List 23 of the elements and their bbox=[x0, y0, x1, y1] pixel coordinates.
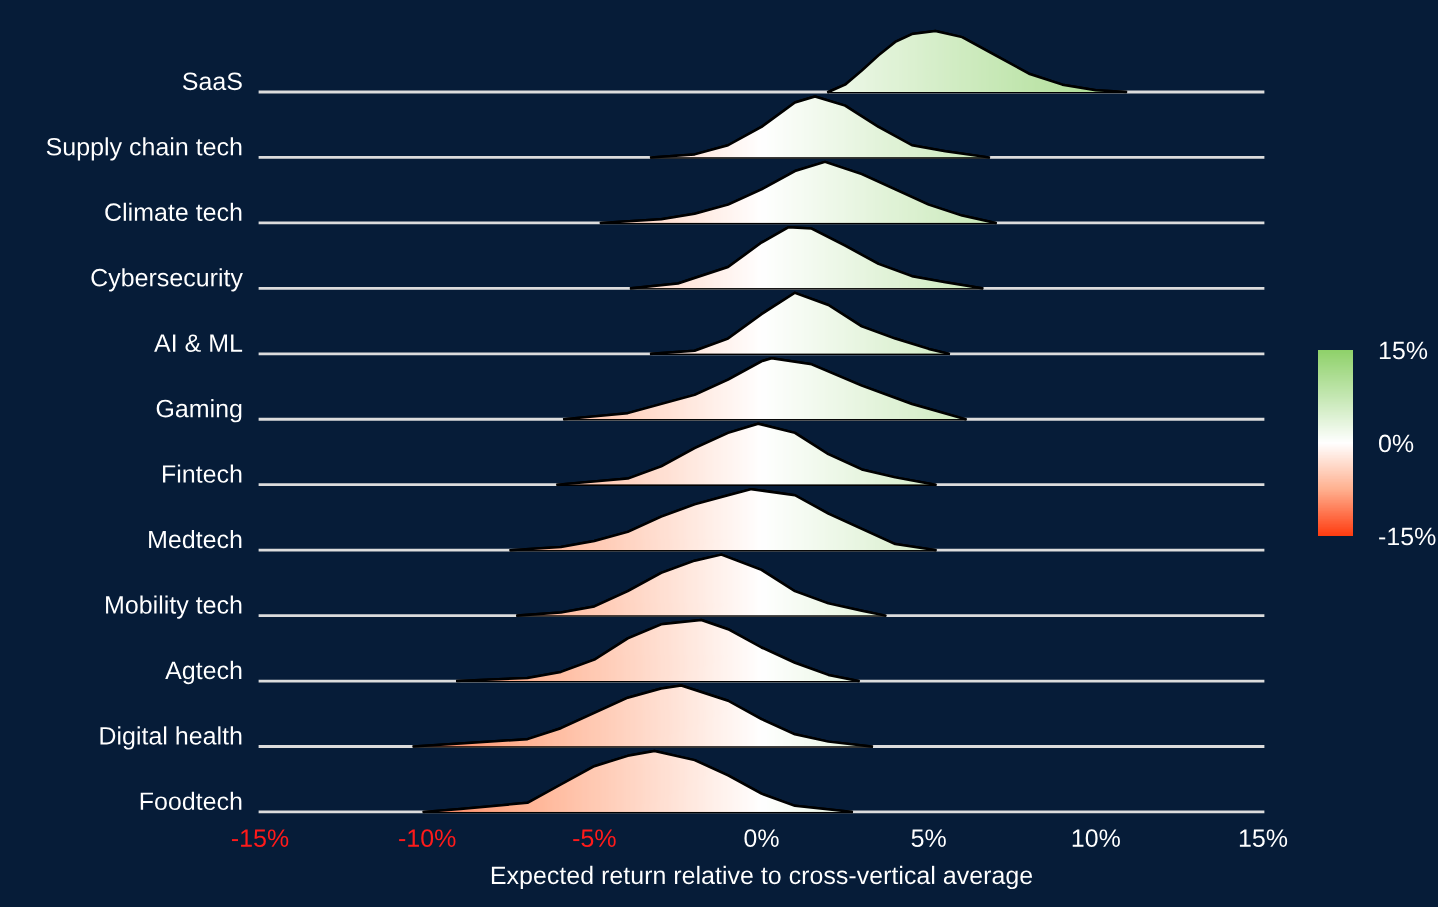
color-bar-label: -15% bbox=[1379, 527, 1436, 546]
color-bar-label: 15% bbox=[1379, 341, 1428, 360]
x-tick-label: -10% bbox=[399, 829, 456, 847]
y-axis-title: Climate tech bbox=[105, 202, 242, 222]
x-tick-label: 5% bbox=[911, 829, 946, 847]
color-bar-label: 0% bbox=[1378, 434, 1414, 453]
x-tick-label: 0% bbox=[744, 829, 779, 847]
x-tick-label: -15% bbox=[231, 829, 289, 847]
y-axis-title: SaaS bbox=[182, 72, 242, 91]
y-axis-title: AI & ML bbox=[154, 334, 243, 352]
y-axis-title: Digital health bbox=[100, 726, 242, 750]
y-axis-title: Fintech bbox=[163, 464, 242, 483]
x-tick-label: 15% bbox=[1239, 829, 1288, 847]
x-tick-label: -5% bbox=[573, 829, 616, 847]
y-axis-title: Foodtech bbox=[140, 791, 242, 811]
y-axis-title: Mobility tech bbox=[106, 595, 242, 619]
y-axis-title: Supply chain tech bbox=[46, 137, 242, 161]
x-axis-title: Expected return relative to cross-vertical average bbox=[491, 865, 1033, 890]
y-axis-title: Agtech bbox=[165, 660, 242, 685]
y-axis-title: Medtech bbox=[149, 529, 242, 549]
y-axis-title: Cybersecurity bbox=[91, 268, 243, 292]
y-axis-title: Gaming bbox=[156, 399, 242, 423]
x-tick-label: 10% bbox=[1072, 829, 1120, 847]
